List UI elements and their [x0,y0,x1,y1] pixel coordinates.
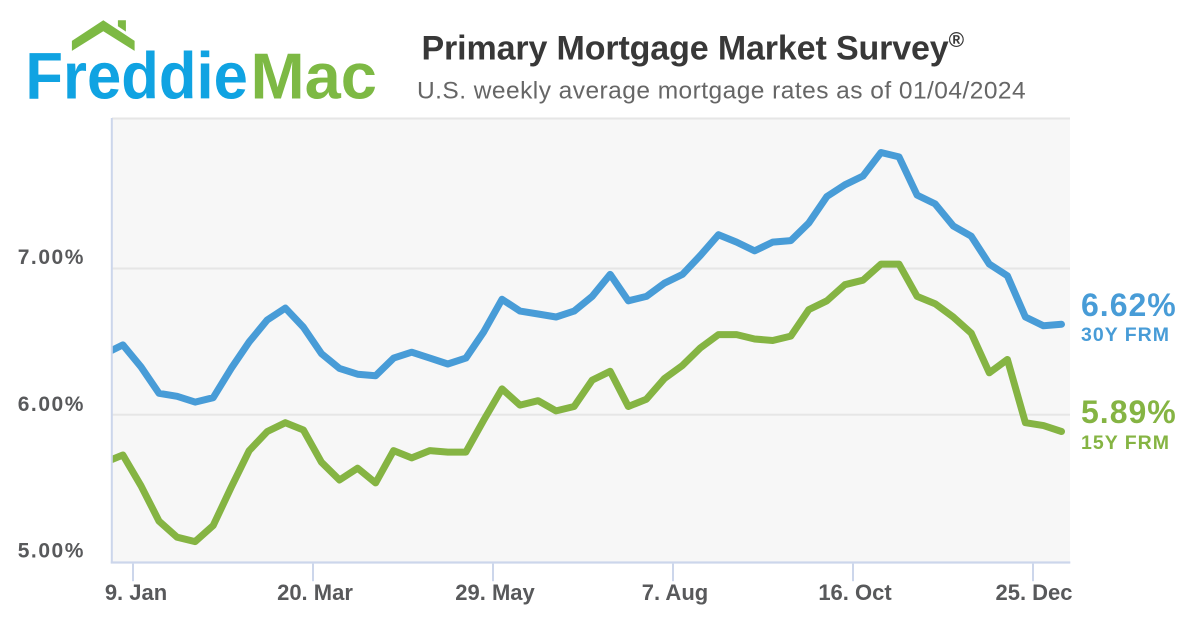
svg-text:16. Oct: 16. Oct [818,580,892,605]
svg-text:20. Mar: 20. Mar [277,580,353,605]
svg-text:Primary Mortgage Market Survey: Primary Mortgage Market Survey® [422,29,965,68]
svg-text:25. Dec: 25. Dec [995,580,1072,605]
svg-text:9. Jan: 9. Jan [105,580,167,605]
svg-text:6.62%: 6.62% [1081,287,1177,323]
svg-text:U.S. weekly average mortgage r: U.S. weekly average mortgage rates as of… [417,78,1026,105]
svg-text:Freddie: Freddie [25,39,247,113]
svg-text:7. Aug: 7. Aug [642,580,708,605]
svg-text:7.00%: 7.00% [18,246,85,269]
svg-text:30Y FRM: 30Y FRM [1081,324,1170,346]
svg-text:5.89%: 5.89% [1081,394,1177,430]
svg-text:6.00%: 6.00% [18,393,85,416]
svg-text:Mac: Mac [251,40,377,113]
svg-text:15Y FRM: 15Y FRM [1081,432,1170,454]
svg-text:5.00%: 5.00% [18,540,85,563]
svg-text:29. May: 29. May [455,580,535,605]
